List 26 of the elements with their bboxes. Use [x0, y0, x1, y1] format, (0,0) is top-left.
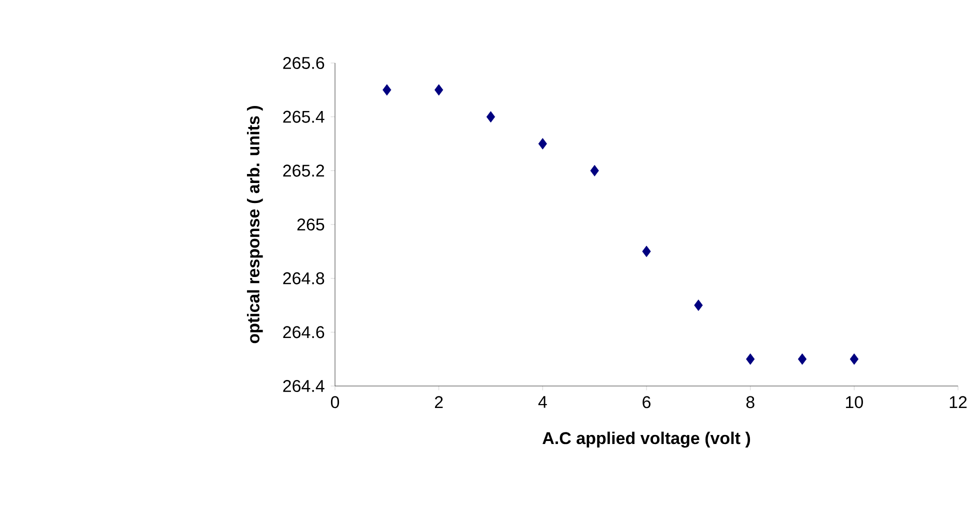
x-axis-title: A.C applied voltage (volt )	[542, 432, 750, 448]
point	[434, 84, 444, 96]
point	[538, 138, 547, 150]
y-tick-label: 265.2	[283, 164, 324, 177]
point	[850, 353, 858, 365]
y-tick-label: 264.4	[283, 380, 324, 392]
y-tick-label: 264.8	[283, 272, 324, 284]
y-tick-label: 264.6	[283, 326, 324, 338]
x-tick-label: 12	[950, 396, 967, 408]
y-tick-label: 265.4	[283, 110, 324, 123]
point	[694, 300, 703, 311]
point	[798, 353, 807, 365]
x-tick-label: 10	[846, 396, 863, 408]
point	[642, 246, 651, 258]
y-tick-label: 265	[297, 218, 324, 231]
point	[590, 164, 599, 176]
point	[382, 84, 392, 96]
x-tick-label: 4	[538, 396, 547, 408]
point	[746, 353, 755, 365]
x-tick-label: 8	[746, 396, 754, 408]
y-axis-title: optical response ( arb. units )	[246, 106, 263, 344]
x-tick-label: 2	[434, 396, 443, 408]
y-tick-label: 265.6	[283, 56, 324, 70]
x-tick-label: 0	[330, 396, 340, 408]
point	[486, 111, 496, 123]
x-tick-label: 6	[642, 396, 650, 408]
